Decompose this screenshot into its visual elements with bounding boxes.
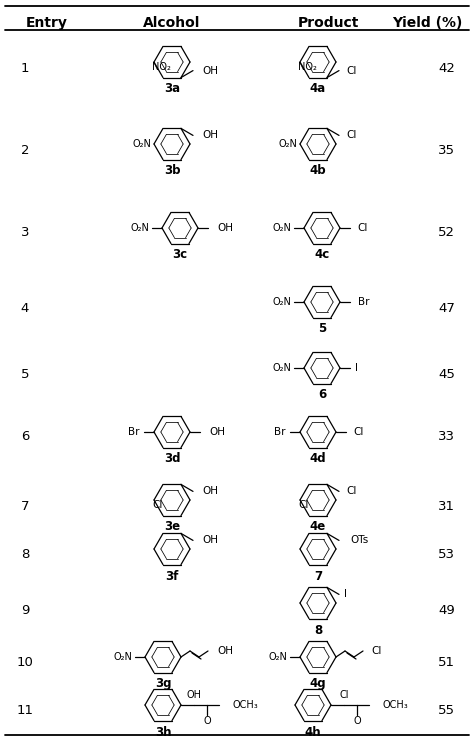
Text: OH: OH (217, 223, 233, 233)
Text: I: I (355, 363, 358, 373)
Text: OH: OH (202, 487, 218, 496)
Text: 10: 10 (17, 657, 34, 669)
Text: 3b: 3b (164, 165, 180, 177)
Text: 55: 55 (438, 703, 455, 717)
Text: Cl: Cl (346, 487, 356, 496)
Text: 1: 1 (21, 62, 29, 74)
Text: Cl: Cl (371, 646, 382, 656)
Text: 52: 52 (438, 226, 455, 238)
Text: Cl: Cl (339, 690, 349, 700)
Text: Cl: Cl (299, 499, 309, 510)
Text: Cl: Cl (153, 499, 163, 510)
Text: 4: 4 (21, 301, 29, 315)
Text: 4c: 4c (314, 249, 329, 261)
Text: O: O (203, 716, 211, 726)
Text: 4h: 4h (305, 726, 321, 738)
Text: 49: 49 (438, 603, 455, 617)
Text: Product: Product (297, 16, 359, 30)
Text: O₂N: O₂N (278, 139, 297, 149)
Text: Cl: Cl (346, 65, 356, 76)
Text: O₂N: O₂N (272, 363, 291, 373)
Text: OCH₃: OCH₃ (383, 700, 409, 710)
Text: 3e: 3e (164, 520, 180, 533)
Text: Cl: Cl (353, 427, 364, 437)
Text: OH: OH (209, 427, 225, 437)
Text: 5: 5 (21, 367, 29, 381)
Text: OH: OH (202, 65, 218, 76)
Text: O₂N: O₂N (272, 297, 291, 307)
Text: OH: OH (202, 536, 218, 545)
Text: Cl: Cl (357, 223, 367, 233)
Text: 2: 2 (21, 143, 29, 157)
Text: 47: 47 (438, 301, 455, 315)
Text: 42: 42 (438, 62, 455, 74)
Text: NO₂: NO₂ (152, 62, 171, 71)
Text: Cl: Cl (346, 131, 356, 140)
Text: 3f: 3f (165, 570, 179, 582)
Text: 3: 3 (21, 226, 29, 238)
Text: 51: 51 (438, 657, 455, 669)
Text: 6: 6 (21, 430, 29, 444)
Text: OTs: OTs (350, 536, 368, 545)
Text: 11: 11 (17, 703, 34, 717)
Text: O₂N: O₂N (113, 652, 132, 662)
Text: 3a: 3a (164, 82, 180, 96)
Text: I: I (344, 589, 347, 600)
Text: 7: 7 (21, 501, 29, 513)
Text: Br: Br (358, 297, 370, 307)
Text: OH: OH (217, 646, 233, 656)
Text: 4g: 4g (310, 677, 326, 691)
Text: O₂N: O₂N (132, 139, 151, 149)
Text: Br: Br (128, 427, 140, 437)
Text: Entry: Entry (26, 16, 68, 30)
Text: 3d: 3d (164, 453, 180, 465)
Text: 4d: 4d (310, 453, 326, 465)
Text: 31: 31 (438, 501, 455, 513)
Text: 3h: 3h (155, 726, 171, 738)
Text: O: O (353, 716, 361, 726)
Text: NO₂: NO₂ (298, 62, 317, 71)
Text: Yield (%): Yield (%) (392, 16, 462, 30)
Text: O₂N: O₂N (272, 223, 291, 233)
Text: O₂N: O₂N (268, 652, 287, 662)
Text: 4e: 4e (310, 520, 326, 533)
Text: 8: 8 (21, 548, 29, 562)
Text: 5: 5 (318, 323, 326, 335)
Text: Alcohol: Alcohol (143, 16, 201, 30)
Text: 4a: 4a (310, 82, 326, 96)
Text: 6: 6 (318, 389, 326, 401)
Text: OCH₃: OCH₃ (233, 700, 259, 710)
Text: OH: OH (186, 690, 201, 700)
Text: 3g: 3g (155, 677, 171, 691)
Text: 45: 45 (438, 367, 455, 381)
Text: O₂N: O₂N (130, 223, 149, 233)
Text: 33: 33 (438, 430, 455, 444)
Text: 4b: 4b (310, 165, 326, 177)
Text: 3c: 3c (173, 249, 188, 261)
Text: OH: OH (202, 131, 218, 140)
Text: 7: 7 (314, 570, 322, 582)
Text: Br: Br (274, 427, 286, 437)
Text: 53: 53 (438, 548, 455, 562)
Text: 35: 35 (438, 143, 455, 157)
Text: 9: 9 (21, 603, 29, 617)
Text: 8: 8 (314, 623, 322, 637)
